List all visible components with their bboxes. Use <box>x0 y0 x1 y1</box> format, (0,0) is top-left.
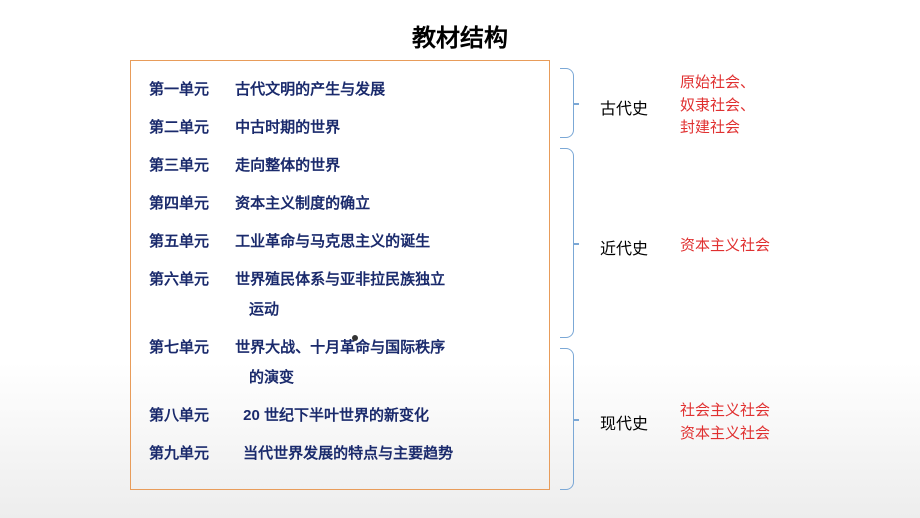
unit-title: 当代世界发展的特点与主要趋势 <box>243 439 453 469</box>
unit-row: 第九单元 当代世界发展的特点与主要趋势 <box>149 439 531 469</box>
unit-title: 中古时期的世界 <box>235 113 340 143</box>
unit-label: 第四单元 <box>149 189 231 219</box>
unit-continuation: 运动 <box>249 295 531 325</box>
unit-row: 第二单元 中古时期的世界 <box>149 113 531 143</box>
period-ancient: 古代史 <box>600 95 648 119</box>
unit-row: 第五单元 工业革命与马克思主义的诞生 <box>149 227 531 257</box>
unit-title: 资本主义制度的确立 <box>235 189 370 219</box>
society-modern: 资本主义社会 <box>680 235 770 258</box>
unit-label: 第一单元 <box>149 75 231 105</box>
page-title: 教材结构 <box>0 0 920 53</box>
unit-label: 第九单元 <box>149 439 231 469</box>
period-contemporary: 现代史 <box>600 410 648 434</box>
unit-title: 世界大战、十月革命与国际秩序 <box>235 333 445 363</box>
unit-continuation: 的演变 <box>249 363 531 393</box>
unit-title: 20 世纪下半叶世界的新变化 <box>243 401 429 431</box>
society-ancient: 原始社会、 奴隶社会、 封建社会 <box>680 72 755 140</box>
unit-title: 古代文明的产生与发展 <box>235 75 385 105</box>
period-modern: 近代史 <box>600 235 648 259</box>
bracket-modern <box>560 148 574 338</box>
unit-label: 第五单元 <box>149 227 231 257</box>
unit-label: 第三单元 <box>149 151 231 181</box>
unit-row: 第七单元 世界大战、十月革命与国际秩序 的演变 <box>149 333 531 393</box>
units-box: 第一单元 古代文明的产生与发展 第二单元 中古时期的世界 第三单元 走向整体的世… <box>130 60 550 490</box>
bracket-ancient <box>560 68 574 138</box>
unit-label: 第八单元 <box>149 401 231 431</box>
unit-row: 第八单元 20 世纪下半叶世界的新变化 <box>149 401 531 431</box>
society-contemporary: 社会主义社会 资本主义社会 <box>680 400 770 445</box>
unit-label: 第七单元 <box>149 333 231 363</box>
unit-label: 第六单元 <box>149 265 231 295</box>
unit-row: 第四单元 资本主义制度的确立 <box>149 189 531 219</box>
unit-title: 世界殖民体系与亚非拉民族独立 <box>235 265 445 295</box>
unit-label: 第二单元 <box>149 113 231 143</box>
unit-row: 第三单元 走向整体的世界 <box>149 151 531 181</box>
unit-row: 第六单元 世界殖民体系与亚非拉民族独立 运动 <box>149 265 531 325</box>
unit-row: 第一单元 古代文明的产生与发展 <box>149 75 531 105</box>
bracket-contemporary <box>560 348 574 490</box>
unit-title: 走向整体的世界 <box>235 151 340 181</box>
unit-title: 工业革命与马克思主义的诞生 <box>235 227 430 257</box>
marker-dot <box>352 335 358 341</box>
